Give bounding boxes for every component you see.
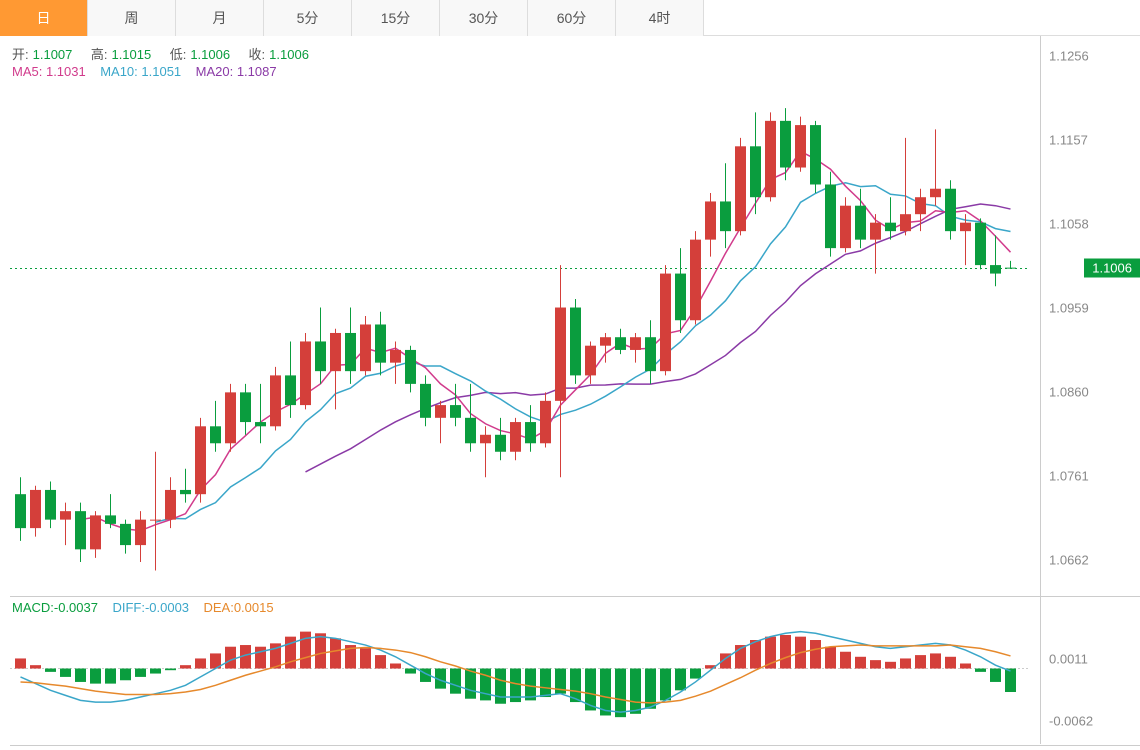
y-tick: 1.1256 [1049,49,1089,64]
ind-y-tick: -0.0062 [1049,713,1093,728]
timeframe-tab-6[interactable]: 60分 [528,0,616,36]
y-tick: 1.1157 [1049,133,1088,148]
timeframe-tab-1[interactable]: 周 [88,0,176,36]
y-tick: 1.0959 [1049,301,1089,316]
ind-y-tick: 0.0011 [1049,652,1088,667]
timeframe-tabs: 日周月5分15分30分60分4时 [0,0,1140,36]
y-tick: 1.1058 [1049,217,1089,232]
ohlc-info: 开:1.1007 高:1.1015 低:1.1006 收:1.1006 [12,44,313,63]
y-tick: 1.0662 [1049,553,1089,568]
timeframe-tab-5[interactable]: 30分 [440,0,528,36]
candlestick-chart[interactable] [10,36,1030,596]
timeframe-tab-3[interactable]: 5分 [264,0,352,36]
price-chart-area: 开:1.1007 高:1.1015 低:1.1006 收:1.1006 MA5:… [0,36,1140,596]
macd-chart[interactable] [10,596,1030,744]
macd-info: MACD:-0.0037 DIFF:-0.0003 DEA:0.0015 [12,600,274,615]
macd-y-axis: -0.0062 0.0011 [1040,596,1140,744]
current-price-marker: 1.1006 [1084,259,1140,278]
timeframe-tab-4[interactable]: 15分 [352,0,440,36]
macd-indicator-area: MACD:-0.0037 DIFF:-0.0003 DEA:0.0015 -0.… [0,596,1140,750]
ma-info: MA5: 1.1031 MA10: 1.1051 MA20: 1.1087 [12,64,277,79]
timeframe-tab-7[interactable]: 4时 [616,0,704,36]
chart-divider-bottom [10,745,1140,746]
price-y-axis: 1.0662 1.0761 1.0860 1.0959 1.1058 1.1157 1.12… [1040,36,1140,596]
timeframe-tab-0[interactable]: 日 [0,0,88,36]
y-tick: 1.0761 [1049,469,1089,484]
y-tick: 1.0860 [1049,385,1089,400]
timeframe-tab-2[interactable]: 月 [176,0,264,36]
